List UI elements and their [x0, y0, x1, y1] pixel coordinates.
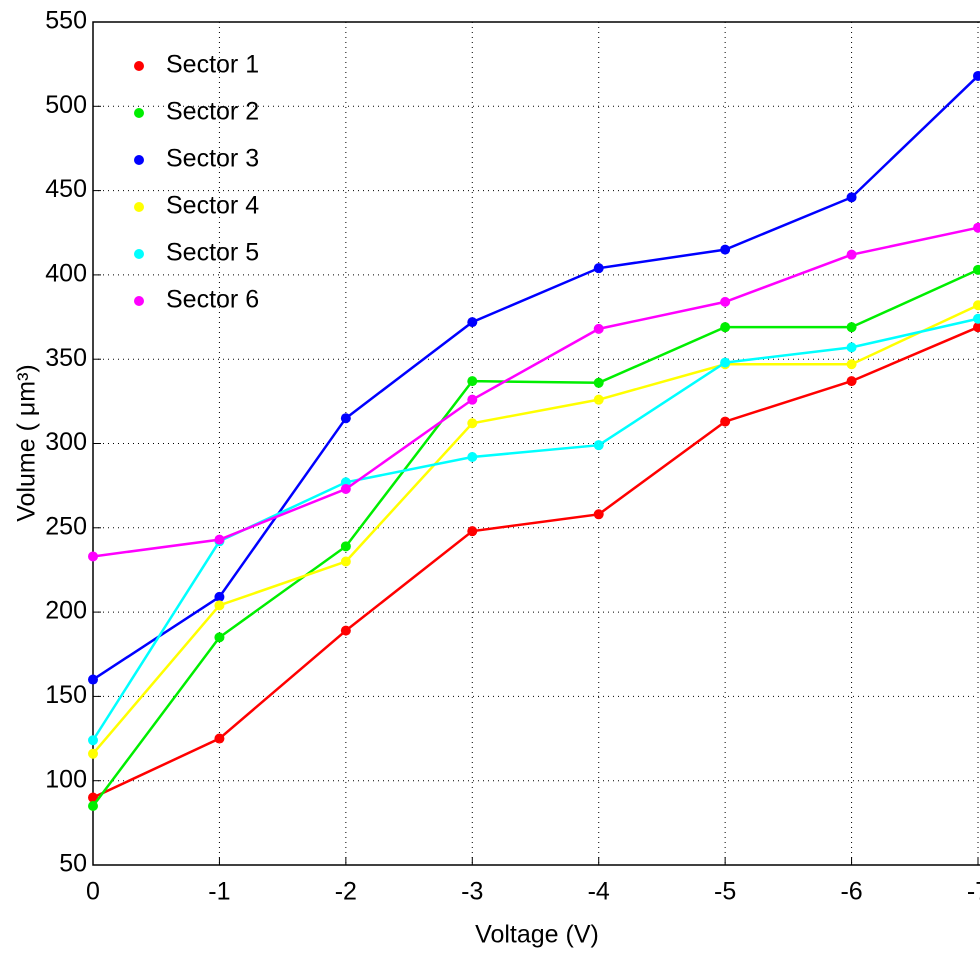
legend-marker [134, 202, 144, 212]
y-tick-label: 300 [45, 428, 87, 456]
y-tick-label: 150 [45, 681, 87, 709]
y-tick-label: 100 [45, 765, 87, 793]
legend-label: Sector 6 [166, 286, 259, 314]
data-point [846, 359, 857, 370]
data-point [973, 313, 980, 324]
x-tick-label: -4 [588, 878, 610, 906]
legend-marker [134, 296, 144, 306]
data-point [467, 418, 478, 429]
legend-label: Sector 5 [166, 239, 259, 267]
data-point [846, 342, 857, 353]
y-tick-label: 350 [45, 344, 87, 372]
plot-frame [92, 21, 980, 866]
data-point [214, 733, 225, 744]
data-point [88, 748, 98, 759]
data-point [340, 541, 351, 552]
data-point [973, 264, 980, 275]
data-point [214, 534, 225, 545]
x-tick-label: 0 [86, 878, 100, 906]
data-point [214, 632, 225, 643]
data-point [846, 322, 857, 333]
legend-marker [134, 61, 144, 71]
data-point [340, 484, 351, 495]
data-point [340, 556, 351, 567]
data-point [88, 674, 98, 685]
y-tick-label: 500 [45, 91, 87, 119]
x-tick-label: -5 [714, 878, 736, 906]
data-point [214, 600, 225, 611]
data-point [846, 376, 857, 387]
data-point [467, 526, 478, 537]
data-point [720, 322, 731, 333]
data-point [973, 322, 980, 333]
data-point [88, 551, 98, 562]
data-point [593, 323, 604, 334]
data-point [340, 413, 351, 424]
data-point [467, 376, 478, 387]
y-axis-label: Volume ( μm³) [13, 364, 41, 521]
y-tick-label: 200 [45, 597, 87, 625]
data-point [467, 451, 478, 462]
x-axis-label: Voltage (V) [475, 921, 599, 949]
data-point [846, 249, 857, 260]
data-point [88, 792, 98, 803]
x-tick-label: -1 [208, 878, 230, 906]
x-tick-label: -2 [335, 878, 357, 906]
series-line [92, 326, 979, 799]
y-tick-label: 50 [59, 850, 87, 878]
data-point [593, 377, 604, 388]
series-line [92, 226, 979, 558]
data-point [593, 509, 604, 520]
data-point [88, 735, 98, 746]
data-point [720, 296, 731, 307]
data-point [593, 440, 604, 451]
x-tick-label: -6 [840, 878, 862, 906]
legend-label: Sector 4 [166, 192, 259, 220]
data-point [846, 192, 857, 203]
y-tick-label: 450 [45, 175, 87, 203]
data-point [214, 591, 225, 602]
y-tick-label: 250 [45, 512, 87, 540]
x-tick-label: -7 [967, 878, 980, 906]
data-point [593, 394, 604, 405]
legend-marker [134, 108, 144, 118]
legend-label: Sector 1 [166, 51, 259, 79]
data-point [467, 394, 478, 405]
data-point [720, 357, 731, 368]
legend-marker [134, 155, 144, 165]
data-point [720, 244, 731, 255]
series-line [92, 304, 979, 755]
data-point [720, 416, 731, 427]
data-point [340, 625, 351, 636]
data-point [88, 800, 98, 811]
data-point [973, 70, 980, 81]
legend-label: Sector 3 [166, 145, 259, 173]
data-point [593, 263, 604, 274]
legend-label: Sector 2 [166, 98, 259, 126]
series-line [92, 75, 979, 681]
x-tick-label: -3 [461, 878, 483, 906]
y-tick-label: 400 [45, 260, 87, 288]
data-point [973, 300, 980, 311]
y-tick-label: 550 [45, 7, 87, 35]
legend-marker [134, 249, 144, 259]
data-point [973, 222, 980, 233]
data-point [467, 317, 478, 328]
series-line [91, 268, 979, 807]
